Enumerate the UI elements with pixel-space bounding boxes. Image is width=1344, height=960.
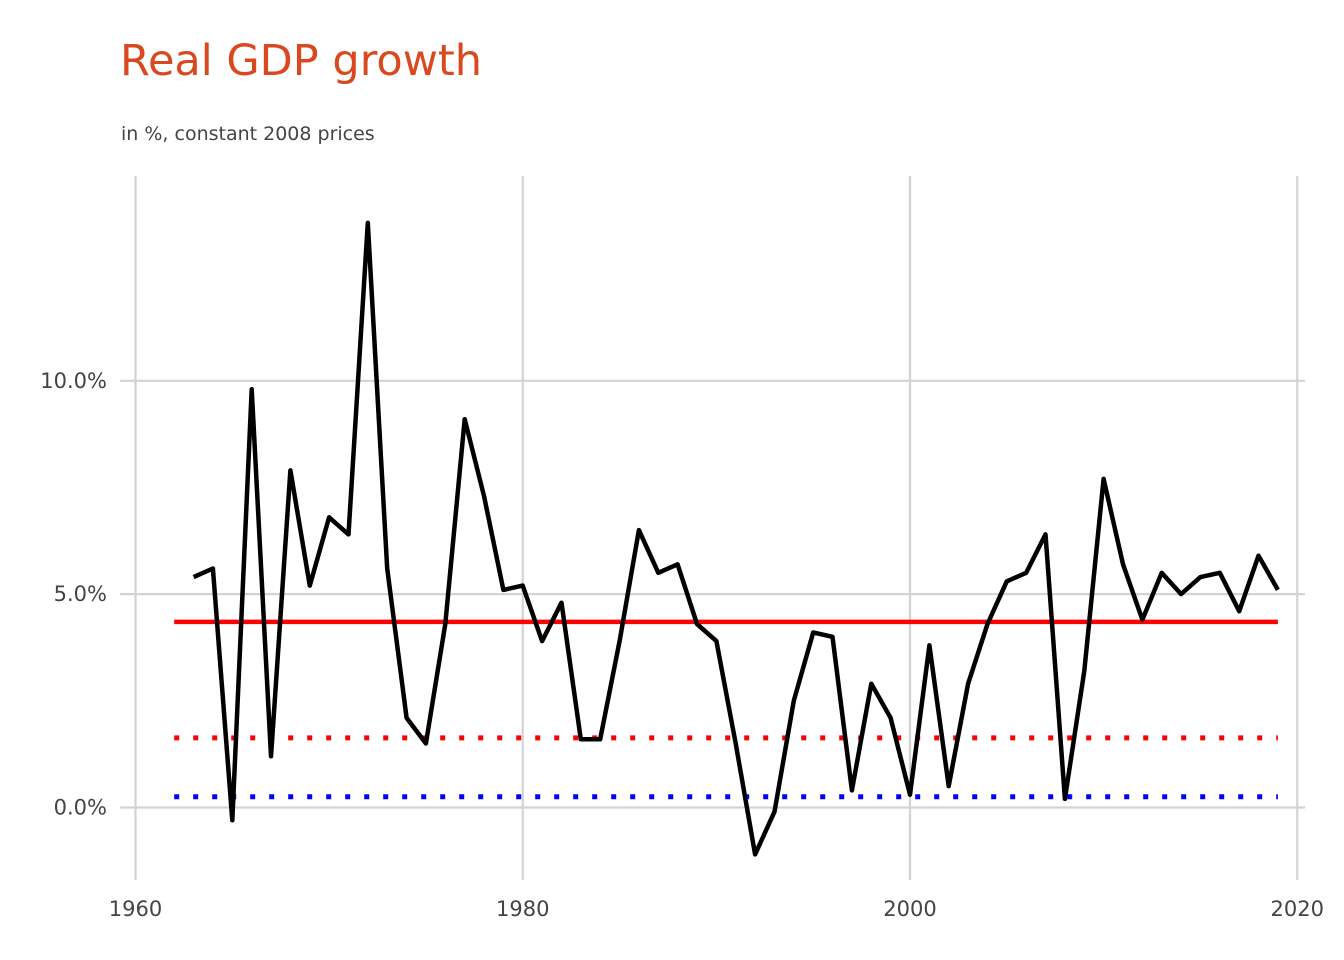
x-tick-label: 1960 [109, 897, 162, 921]
series-lines [174, 220, 1280, 857]
x-tick-label: 2020 [1271, 897, 1324, 921]
x-tick-label: 2000 [883, 897, 936, 921]
chart-title: Real GDP growth [120, 36, 483, 86]
series-line-gdp-growth [192, 220, 1280, 857]
y-tick-label: 5.0% [54, 582, 107, 606]
y-tick-label: 10.0% [40, 369, 107, 393]
y-tick-label: 0.0% [54, 795, 107, 819]
grid [120, 176, 1305, 880]
tick-labels: 1960 1980 2000 2020 0.0% 5.0% 10.0% [40, 369, 1324, 921]
x-tick-label: 1980 [496, 897, 549, 921]
chart-subtitle: in %, constant 2008 prices [121, 123, 375, 145]
